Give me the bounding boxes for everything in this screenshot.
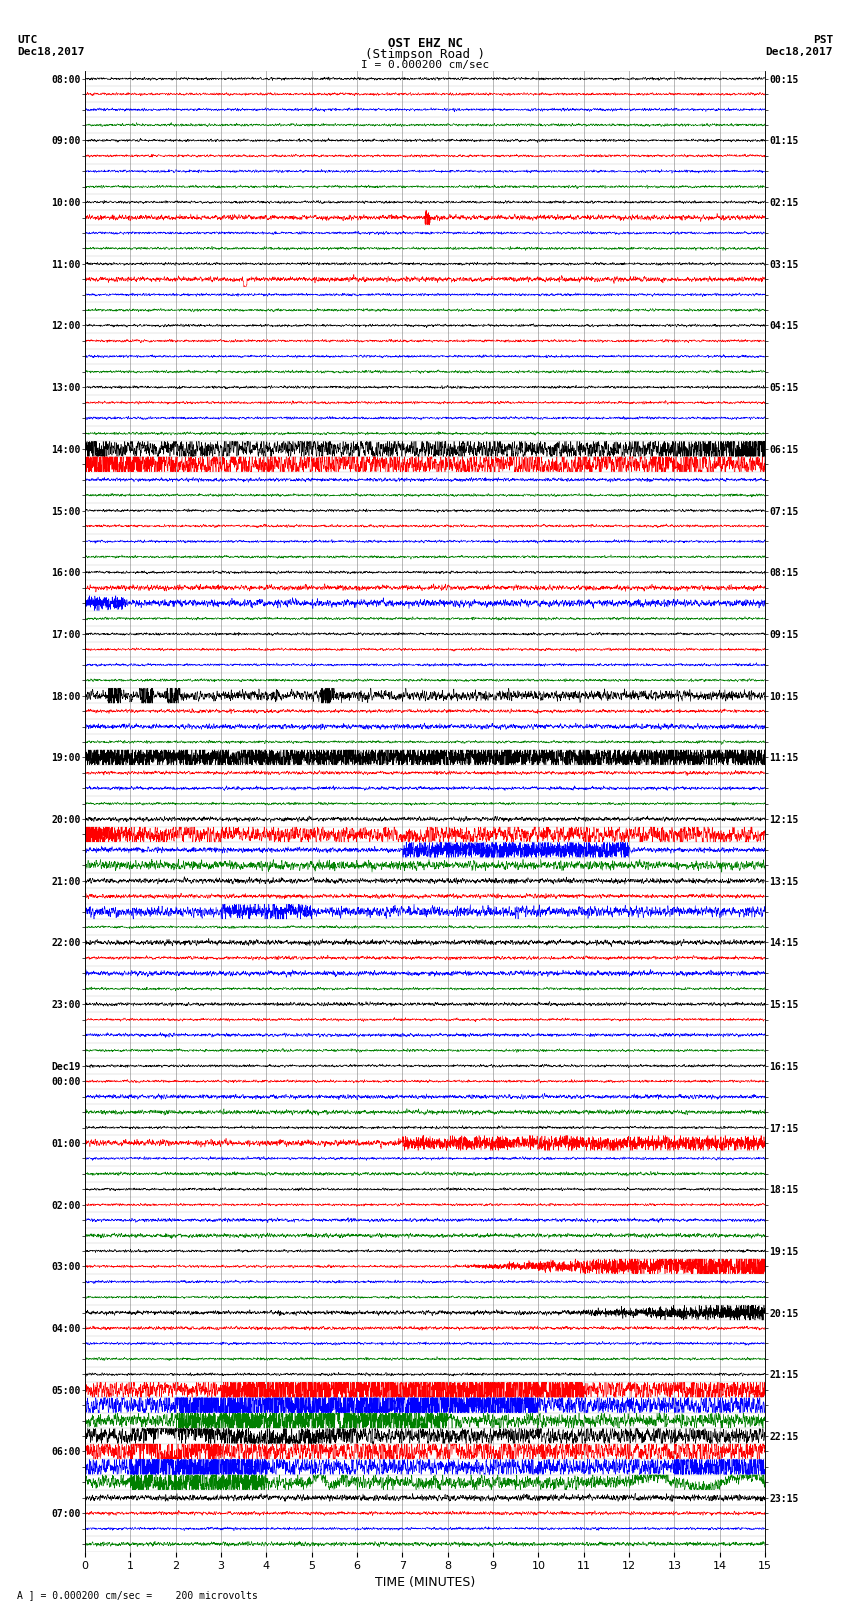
Text: Dec18,2017: Dec18,2017: [766, 47, 833, 56]
Text: OST EHZ NC: OST EHZ NC: [388, 37, 462, 50]
Text: UTC: UTC: [17, 35, 37, 45]
Text: PST: PST: [813, 35, 833, 45]
Text: (Stimpson Road ): (Stimpson Road ): [365, 48, 485, 61]
Text: A ] = 0.000200 cm/sec =    200 microvolts: A ] = 0.000200 cm/sec = 200 microvolts: [17, 1590, 258, 1600]
Text: Dec18,2017: Dec18,2017: [17, 47, 84, 56]
Text: I = 0.000200 cm/sec: I = 0.000200 cm/sec: [361, 60, 489, 69]
X-axis label: TIME (MINUTES): TIME (MINUTES): [375, 1576, 475, 1589]
